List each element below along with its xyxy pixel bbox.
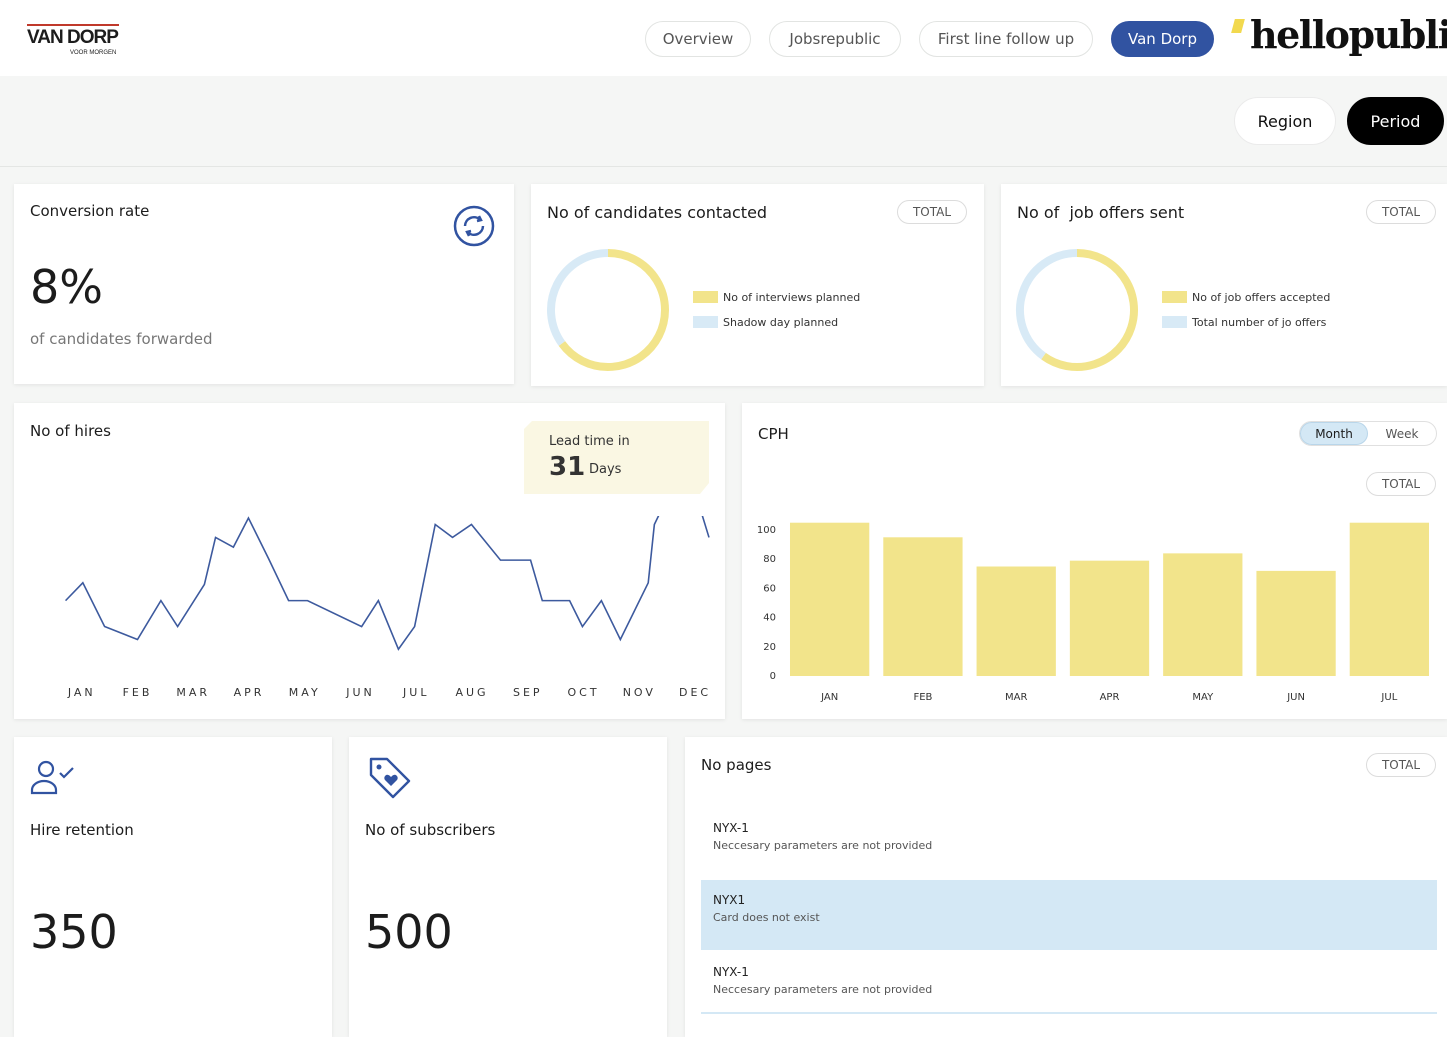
pages-card: No pages TOTAL NYX-1 Neccesary parameters… bbox=[685, 737, 1447, 1037]
row-code: NYX-1 bbox=[713, 821, 749, 835]
toggle-option[interactable]: Month bbox=[1300, 422, 1368, 445]
card-title: No of job offers sent bbox=[1017, 203, 1185, 222]
tag-icon bbox=[369, 757, 411, 799]
row-code: NYX-1 bbox=[713, 965, 749, 979]
lead-time-value: 31 bbox=[549, 452, 586, 482]
conversion-value: 8% bbox=[30, 260, 103, 314]
retention-card: Hire retention 350 bbox=[14, 737, 332, 1037]
badge: TOTAL bbox=[1366, 753, 1436, 777]
list-row: NYX-1 Neccesary parameters are not provid… bbox=[701, 952, 1437, 1022]
card-title: Conversion rate bbox=[30, 202, 150, 220]
conversion-caption: of candidates forwarded bbox=[30, 330, 213, 348]
card-title: Hire retention bbox=[30, 821, 134, 839]
offers-card: No of job offers sent TOTAL bbox=[1001, 184, 1447, 386]
row-message: Neccesary parameters are not provided bbox=[713, 839, 933, 852]
logo-tagline: VOOR MORGEN bbox=[70, 50, 117, 56]
lead-time-unit: Days bbox=[589, 462, 622, 477]
retention-value: 350 bbox=[30, 905, 118, 959]
header: VAN DORP VOOR MORGEN Overview Jobsrepubl… bbox=[0, 0, 1447, 76]
filter-button[interactable]: Region bbox=[1234, 97, 1336, 145]
logo: VAN DORP bbox=[27, 27, 119, 48]
subscribers-card: No of subscribers 500 bbox=[349, 737, 667, 1037]
card-title: No of candidates contacted bbox=[547, 203, 768, 222]
subscribers-value: 500 bbox=[365, 905, 453, 959]
card-title: CPH bbox=[758, 425, 789, 443]
row-divider bbox=[701, 1012, 1437, 1014]
badge: TOTAL bbox=[1366, 200, 1436, 224]
brand: hellopublic bbox=[1250, 12, 1447, 57]
filter-bar: Region Period bbox=[0, 76, 1447, 167]
logo-rule bbox=[27, 24, 119, 26]
list-row: NYX1 Card does not exist bbox=[701, 880, 1437, 950]
card-title: No of subscribers bbox=[365, 821, 496, 839]
filter-button[interactable]: Period bbox=[1347, 97, 1444, 145]
nav-tab[interactable]: Jobsrepublic bbox=[769, 21, 901, 57]
row-code: NYX1 bbox=[713, 893, 746, 907]
toggle-option[interactable]: Week bbox=[1385, 426, 1419, 441]
user-icon bbox=[30, 760, 74, 795]
list-row: NYX-1 Neccesary parameters are not provid… bbox=[701, 808, 1437, 878]
card-title: No of hires bbox=[30, 422, 111, 440]
toggle: Month Week bbox=[1299, 421, 1437, 446]
brand-mark bbox=[1231, 19, 1245, 33]
conversion-card: Conversion rate 8% of candidates forward… bbox=[14, 184, 514, 384]
card-title: No pages bbox=[701, 756, 772, 774]
nav-tab[interactable]: Van Dorp bbox=[1111, 21, 1214, 57]
row-message: Neccesary parameters are not provided bbox=[713, 983, 933, 996]
nav-tab[interactable]: First line follow up bbox=[919, 21, 1093, 57]
badge: TOTAL bbox=[897, 200, 967, 224]
hires-card: No of hires Lead time in 31 Days bbox=[14, 403, 725, 719]
badge: TOTAL bbox=[1366, 472, 1436, 496]
candidates-card: No of candidates contacted TOTAL bbox=[531, 184, 984, 386]
cph-card: CPH Month Week TOTAL bbox=[742, 403, 1447, 719]
row-message: Card does not exist bbox=[713, 911, 820, 924]
lead-time-box: Lead time in 31 Days bbox=[524, 421, 709, 494]
lead-time-label: Lead time in bbox=[549, 434, 630, 449]
nav-tab[interactable]: Overview bbox=[645, 21, 751, 57]
sync-icon bbox=[453, 205, 495, 247]
